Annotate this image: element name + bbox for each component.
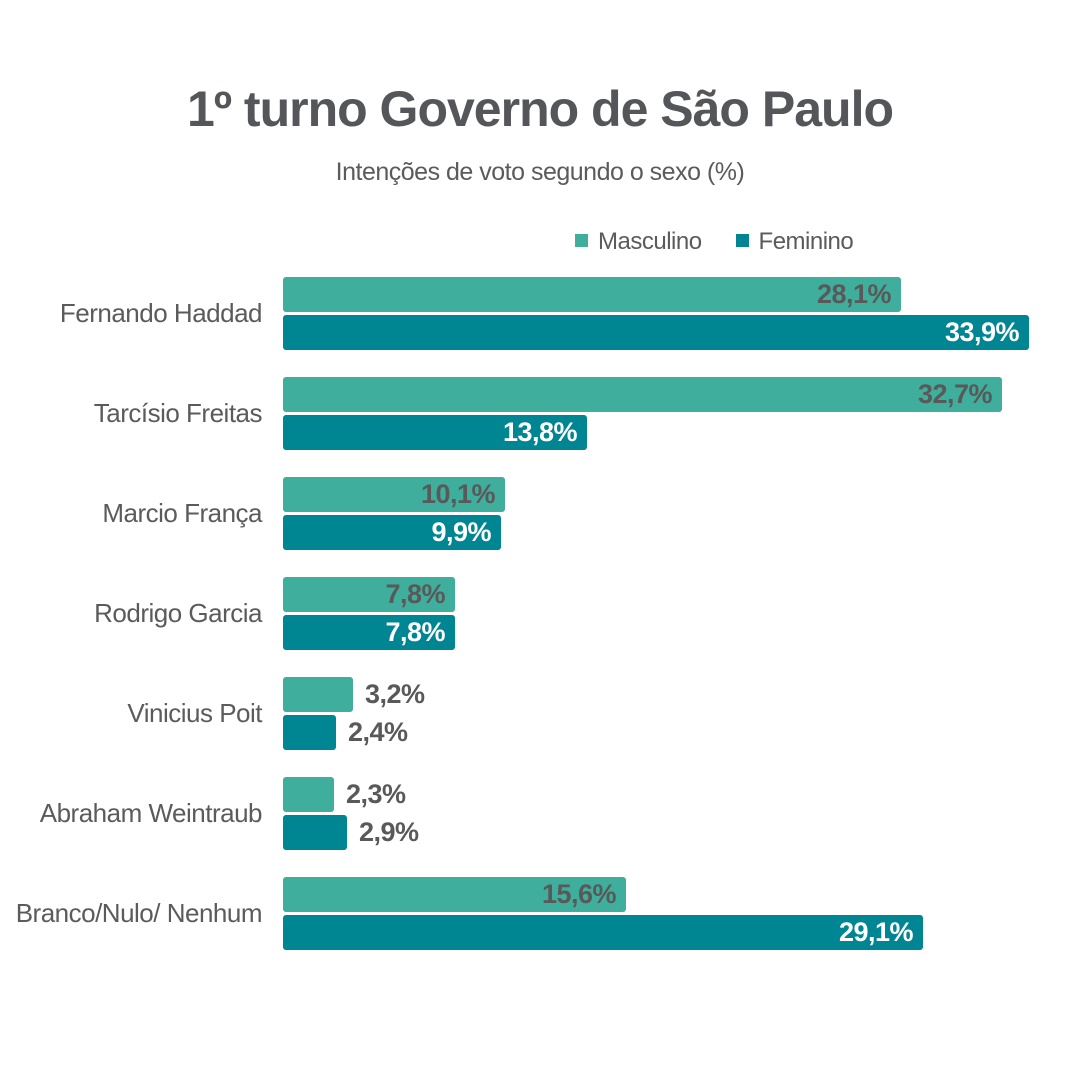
bar-feminino: 13,8%	[283, 415, 587, 450]
value-label: 9,9%	[431, 516, 491, 547]
chart-subtitle: Intenções de voto segundo o sexo (%)	[335, 158, 745, 186]
masculino-swatch-icon	[575, 233, 588, 247]
value-label: 3,2%	[365, 678, 425, 709]
category-label: Branco/Nulo/ Nenhum	[15, 898, 263, 928]
bar-feminino	[283, 715, 336, 750]
bar-group: Rodrigo Garcia 7,8% 7,8%	[0, 577, 1080, 650]
bar-group: Marcio França 10,1% 9,9%	[0, 477, 1080, 550]
value-label: 33,9%	[944, 316, 1020, 347]
legend-item-feminino: Feminino	[735, 228, 854, 256]
legend-label-feminino: Feminino	[758, 228, 854, 255]
legend-label-masculino: Masculino	[598, 228, 702, 255]
legend: Masculino Feminino	[575, 228, 854, 256]
category-label: Marcio França	[102, 498, 262, 528]
bar-feminino	[283, 815, 347, 850]
value-label: 2,4%	[348, 716, 408, 747]
plot-area: Fernando Haddad 28,1% 33,9% Tarcísio Freita…	[0, 277, 1080, 977]
value-label: 2,3%	[346, 778, 406, 809]
bar-masculino	[283, 777, 334, 812]
chart-title: 1º turno Governo de São Paulo	[186, 81, 894, 137]
value-label: 32,7%	[917, 378, 993, 409]
bar-masculino: 28,1%	[283, 277, 901, 312]
bar-group: Branco/Nulo/ Nenhum 15,6% 29,1%	[0, 877, 1080, 950]
bar-feminino: 33,9%	[283, 315, 1029, 350]
bar-group: Fernando Haddad 28,1% 33,9%	[0, 277, 1080, 350]
bar-masculino: 32,7%	[283, 377, 1002, 412]
category-label: Rodrigo Garcia	[94, 598, 262, 628]
feminino-swatch-icon	[735, 233, 749, 247]
bar-group: Vinicius Poit 3,2% 2,4%	[0, 677, 1080, 750]
value-label: 29,1%	[838, 916, 914, 947]
value-label: 15,6%	[541, 878, 617, 909]
value-label: 7,8%	[385, 578, 445, 609]
value-label: 2,9%	[359, 816, 419, 847]
bar-group: Tarcísio Freitas 32,7% 13,8%	[0, 377, 1080, 450]
category-label: Tarcísio Freitas	[93, 398, 263, 428]
category-label: Abraham Weintraub	[39, 798, 263, 828]
category-label: Fernando Haddad	[59, 298, 263, 328]
bar-masculino	[283, 677, 353, 712]
bar-feminino: 29,1%	[283, 915, 923, 950]
bar-group: Abraham Weintraub 2,3% 2,9%	[0, 777, 1080, 850]
legend-item-masculino: Masculino	[575, 228, 702, 256]
value-label: 7,8%	[385, 616, 445, 647]
value-label: 28,1%	[816, 278, 892, 309]
bar-feminino: 7,8%	[283, 615, 455, 650]
category-label: Vinicius Poit	[127, 698, 262, 728]
bar-masculino: 10,1%	[283, 477, 505, 512]
bar-masculino: 7,8%	[283, 577, 455, 612]
value-label: 13,8%	[502, 416, 578, 447]
bar-masculino: 15,6%	[283, 877, 626, 912]
value-label: 10,1%	[420, 478, 496, 509]
bar-feminino: 9,9%	[283, 515, 501, 550]
